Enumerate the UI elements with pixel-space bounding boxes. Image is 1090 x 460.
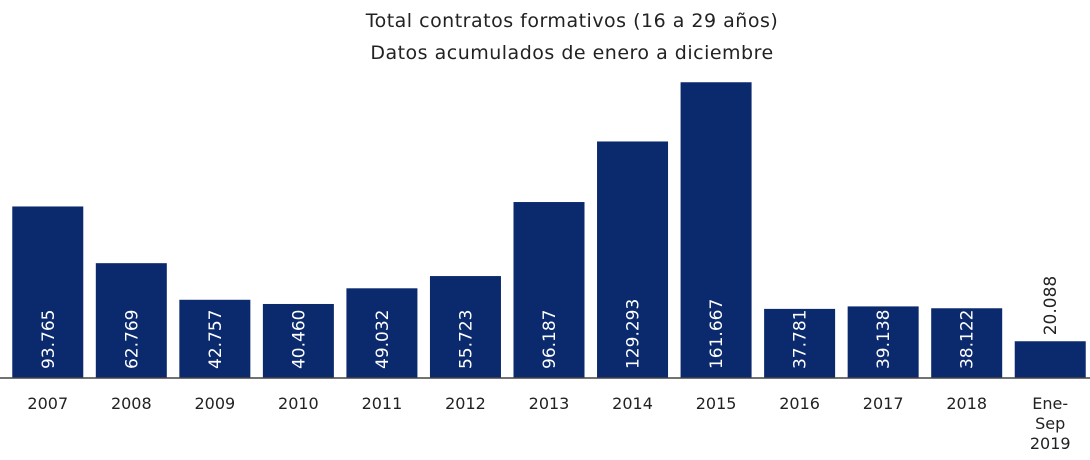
x-tick-label: 2013: [528, 394, 570, 413]
value-label: 20.088: [1041, 276, 1061, 335]
bar: [179, 299, 251, 378]
bar: [597, 141, 669, 378]
bar: [346, 288, 418, 378]
bar: [12, 206, 84, 378]
x-tick-label: 2012: [445, 394, 486, 413]
x-tick-label: 2011: [361, 394, 403, 413]
value-label: 40.460: [289, 310, 309, 369]
value-label: 96.187: [540, 310, 560, 369]
value-label: 42.757: [206, 310, 226, 369]
x-tick-label: Ene-Sep 2019: [1029, 394, 1071, 453]
x-tick-label: 2010: [278, 394, 319, 413]
bar: [847, 306, 919, 378]
bar: [95, 263, 167, 378]
value-label: 39.138: [874, 310, 894, 369]
bar: [1014, 341, 1086, 378]
x-tick-label: 2018: [946, 394, 988, 413]
value-label: 129.293: [624, 299, 644, 369]
x-tick-label: 2009: [194, 394, 236, 413]
value-label: 161.667: [707, 299, 727, 369]
value-label: 93.765: [39, 310, 59, 369]
bar: [513, 202, 585, 378]
x-tick-label: 2014: [612, 394, 653, 413]
x-tick-label: 2008: [110, 394, 152, 413]
x-tick-label: 2016: [779, 394, 820, 413]
value-label: 38.122: [958, 310, 978, 369]
bar: [931, 308, 1003, 378]
value-label: 49.032: [373, 310, 393, 369]
value-label: 62.769: [122, 310, 142, 369]
value-label: 37.781: [791, 310, 811, 369]
bar: [262, 303, 334, 378]
value-label: 55.723: [456, 310, 476, 369]
bar: [764, 308, 836, 378]
x-tick-label: 2015: [695, 394, 737, 413]
chart-title: Total contratos formativos (16 a 29 años…: [365, 10, 779, 32]
x-tick-label: 2017: [862, 394, 904, 413]
chart-subtitle: Datos acumulados de enero a diciembre: [370, 42, 773, 64]
x-tick-label: 2007: [27, 394, 69, 413]
bar: [429, 276, 501, 378]
bar: [680, 82, 752, 378]
